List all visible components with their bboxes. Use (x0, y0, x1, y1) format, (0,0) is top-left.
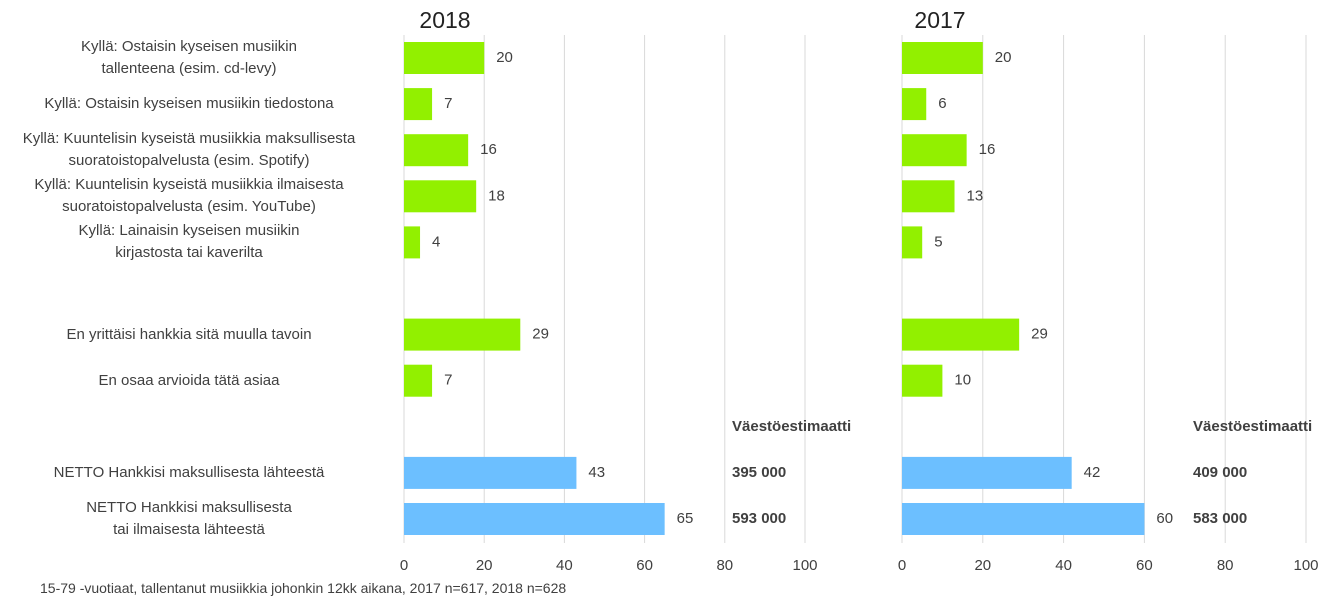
bar (902, 364, 943, 397)
estimate: 593 000 (732, 510, 786, 527)
chart-title: 2017 (914, 7, 965, 33)
bar (404, 318, 521, 351)
x-tick-label: 20 (974, 557, 991, 574)
value-label: 7 (444, 372, 452, 389)
value-label: 42 (1084, 464, 1101, 481)
bar (902, 180, 955, 213)
value-label: 16 (979, 141, 996, 158)
value-label: 6 (938, 95, 946, 112)
x-tick-label: 60 (1136, 557, 1153, 574)
footnote: 15-79 -vuotiaat, tallentanut musiikkia j… (40, 580, 567, 596)
value-label: 20 (496, 49, 513, 66)
value-label: 13 (967, 187, 984, 204)
x-tick-label: 100 (1293, 557, 1318, 574)
x-tick-label: 80 (1217, 557, 1234, 574)
value-label: 29 (532, 326, 549, 343)
estimate-title: Väestöestimaatti (1193, 418, 1312, 435)
estimate: 395 000 (732, 464, 786, 481)
value-label: 16 (480, 141, 497, 158)
bar (902, 503, 1145, 535)
category-label: NETTO Hankkisi maksullisesta tai ilmaise… (86, 499, 292, 538)
bar (902, 42, 983, 74)
bar (902, 318, 1020, 351)
bar (404, 180, 477, 213)
category-label: Kyllä: Ostaisin kyseisen musiikin tiedos… (44, 95, 334, 113)
value-label: 4 (432, 233, 440, 250)
category-label: Kyllä: Kuuntelisin kyseistä musiikkia il… (34, 176, 344, 216)
bar (404, 42, 485, 74)
bar (404, 88, 433, 121)
bar (902, 456, 1072, 489)
bar (902, 226, 923, 259)
category-label: En osaa arvioida tätä asiaa (98, 371, 280, 389)
bar (902, 134, 967, 167)
value-label: 60 (1156, 510, 1173, 527)
x-tick-label: 60 (636, 557, 653, 574)
value-label: 65 (677, 510, 694, 527)
chart-title: 2018 (419, 7, 470, 33)
value-label: 18 (488, 187, 505, 204)
x-tick-label: 20 (476, 557, 493, 574)
bar (404, 226, 421, 259)
value-label: 43 (588, 464, 605, 481)
category-label: En yrittäisi hankkia sitä muulla tavoin (66, 325, 312, 343)
estimate: 409 000 (1193, 464, 1247, 481)
bar (404, 364, 433, 397)
category-label: Kyllä: Kuuntelisin kyseistä musiikkia ma… (22, 130, 356, 170)
category-label: Kyllä: Ostaisin kyseisen musiikin tallen… (81, 38, 297, 77)
estimate: 583 000 (1193, 510, 1247, 527)
value-label: 29 (1031, 326, 1048, 343)
x-tick-label: 40 (556, 557, 573, 574)
bar (902, 88, 927, 121)
category-label: Kyllä: Lainaisin kyseisen musiikin kirja… (78, 222, 300, 262)
x-tick-label: 80 (716, 557, 733, 574)
bar (404, 134, 469, 167)
estimate-title: Väestöestimaatti (732, 418, 851, 435)
x-tick-label: 0 (898, 557, 906, 574)
value-label: 20 (995, 49, 1012, 66)
value-label: 5 (934, 233, 942, 250)
x-tick-label: 100 (792, 557, 817, 574)
category-label: NETTO Hankkisi maksullisesta lähteestä (53, 463, 325, 481)
value-label: 7 (444, 95, 452, 112)
x-tick-label: 40 (1055, 557, 1072, 574)
x-tick-label: 0 (400, 557, 408, 574)
bar (404, 456, 577, 489)
bar (404, 503, 665, 535)
value-label: 10 (954, 372, 971, 389)
